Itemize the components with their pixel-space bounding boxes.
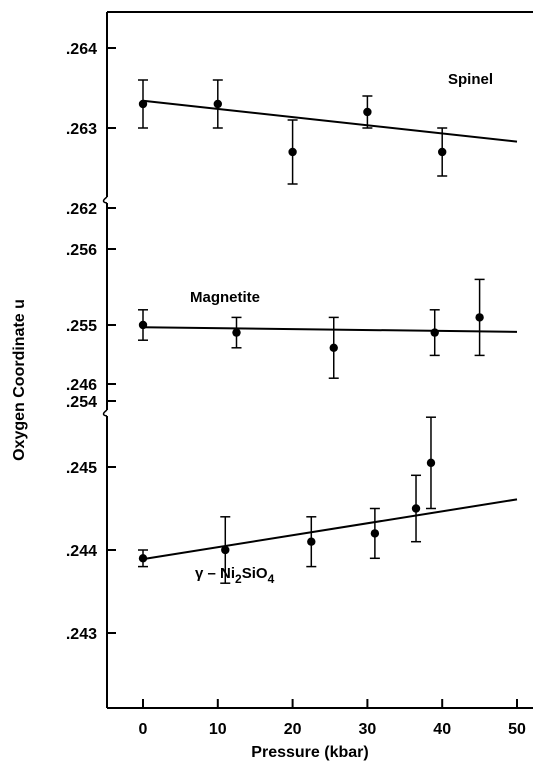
y-tick-label: .245 (66, 460, 97, 477)
panel-1: .262 .263 .264 Spinel (66, 41, 518, 218)
y-axis-label: Oxygen Coordinate u (11, 299, 28, 461)
chart-panels: .262 .263 .264 Spinel .254 .255 .256 Magnetite.… (66, 41, 518, 643)
axis-break-mark (102, 409, 108, 417)
x-tick-label: 0 (139, 721, 148, 738)
fit-line (142, 326, 518, 333)
fit-line (142, 498, 518, 561)
data-point (329, 343, 338, 352)
x-tick-label: 50 (508, 721, 526, 738)
panel-2: .254 .255 .256 Magnetite (66, 242, 518, 411)
axis-break-mark (102, 196, 108, 204)
y-tick-label: .244 (66, 543, 97, 560)
y-tick-label: .263 (66, 121, 97, 138)
data-point (138, 320, 148, 330)
data-point (213, 99, 222, 109)
y-tick-label: .264 (66, 41, 97, 58)
series-label: Magnetite (190, 289, 260, 306)
data-point (430, 328, 439, 337)
y-tick-label: .255 (66, 318, 97, 335)
data-point (138, 554, 148, 563)
data-point (307, 537, 316, 546)
y-tick-label: .256 (66, 242, 97, 259)
data-point (475, 313, 484, 322)
y-tick-label: .262 (66, 201, 97, 218)
x-tick-label: 30 (359, 721, 377, 738)
data-point (221, 545, 230, 555)
x-tick-label: 10 (209, 721, 227, 738)
y-tick-label: .254 (66, 394, 97, 411)
data-point (411, 504, 421, 513)
fit-line (142, 99, 518, 143)
data-point (138, 99, 148, 109)
panel-3: .243 .244 .245 .246 γ – Ni2SiO4 (66, 377, 518, 643)
series-label: γ – Ni2SiO4 (195, 565, 275, 586)
x-tick-label: 20 (284, 721, 302, 738)
data-point (438, 147, 447, 157)
data-point (370, 529, 380, 538)
data-point (426, 458, 436, 468)
data-point (288, 147, 297, 157)
data-point (363, 107, 372, 117)
x-tick-label: 40 (433, 721, 451, 738)
data-point (232, 328, 241, 337)
axes: 0 10 20 30 40 50 (102, 11, 533, 738)
y-tick-label: .246 (66, 377, 97, 394)
x-axis-label: Pressure (kbar) (251, 744, 368, 761)
y-tick-label: .243 (66, 626, 97, 643)
series-label: Spinel (448, 71, 493, 88)
